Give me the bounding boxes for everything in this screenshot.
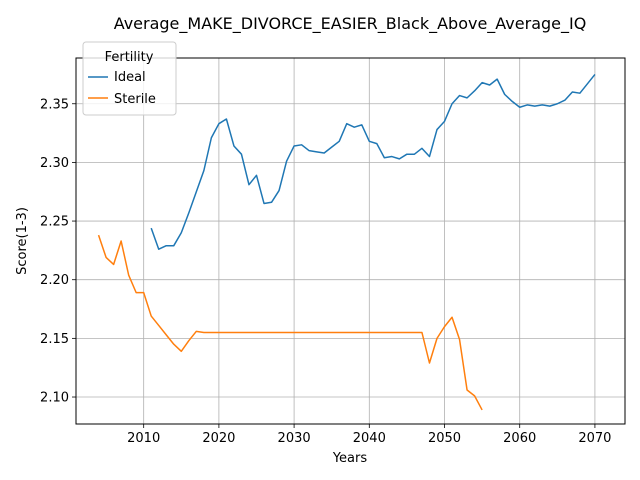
series-line-ideal: [150, 73, 596, 250]
y-tick-label: 2.35: [40, 97, 69, 112]
x-tick-label: 2060: [503, 431, 536, 446]
chart-title: Average_MAKE_DIVORCE_EASIER_Black_Above_…: [114, 14, 587, 34]
series-layer: [97, 73, 596, 411]
series-line-sterile: [97, 234, 483, 411]
legend-label-ideal: Ideal: [114, 70, 146, 85]
plot-frame: [75, 57, 626, 425]
x-tick-label: 2010: [127, 431, 160, 446]
y-axis-label: Score(1-3): [15, 207, 30, 275]
legend-box: [82, 41, 177, 116]
legend-label-sterile: Sterile: [114, 92, 156, 107]
x-tick-label: 2070: [578, 431, 611, 446]
x-tick-label: 2040: [353, 431, 386, 446]
x-tick-label: 2050: [428, 431, 461, 446]
grid: [76, 58, 625, 424]
y-tick-label: 2.10: [40, 391, 69, 406]
x-tick-label: 2030: [278, 431, 311, 446]
y-tick-label: 2.25: [40, 215, 69, 230]
x-axis: 2010 2020 2030 2040 2050 2060 2070: [127, 424, 611, 446]
legend: Fertility Ideal Sterile: [82, 41, 177, 116]
x-tick-label: 2020: [202, 431, 235, 446]
legend-title: Fertility: [105, 50, 154, 65]
y-tick-label: 2.30: [40, 156, 69, 171]
x-axis-label: Years: [332, 451, 368, 466]
y-axis: 2.10 2.15 2.20 2.25 2.30 2.35: [40, 97, 76, 406]
y-tick-label: 2.15: [40, 332, 69, 347]
y-tick-label: 2.20: [40, 273, 69, 288]
